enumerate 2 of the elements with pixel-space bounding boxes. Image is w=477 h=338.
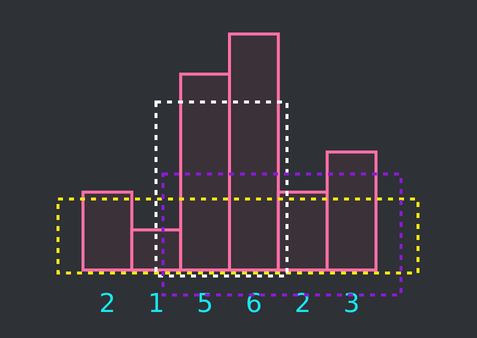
x-tick-label: 2 (99, 289, 116, 319)
x-tick-label: 1 (148, 289, 165, 319)
